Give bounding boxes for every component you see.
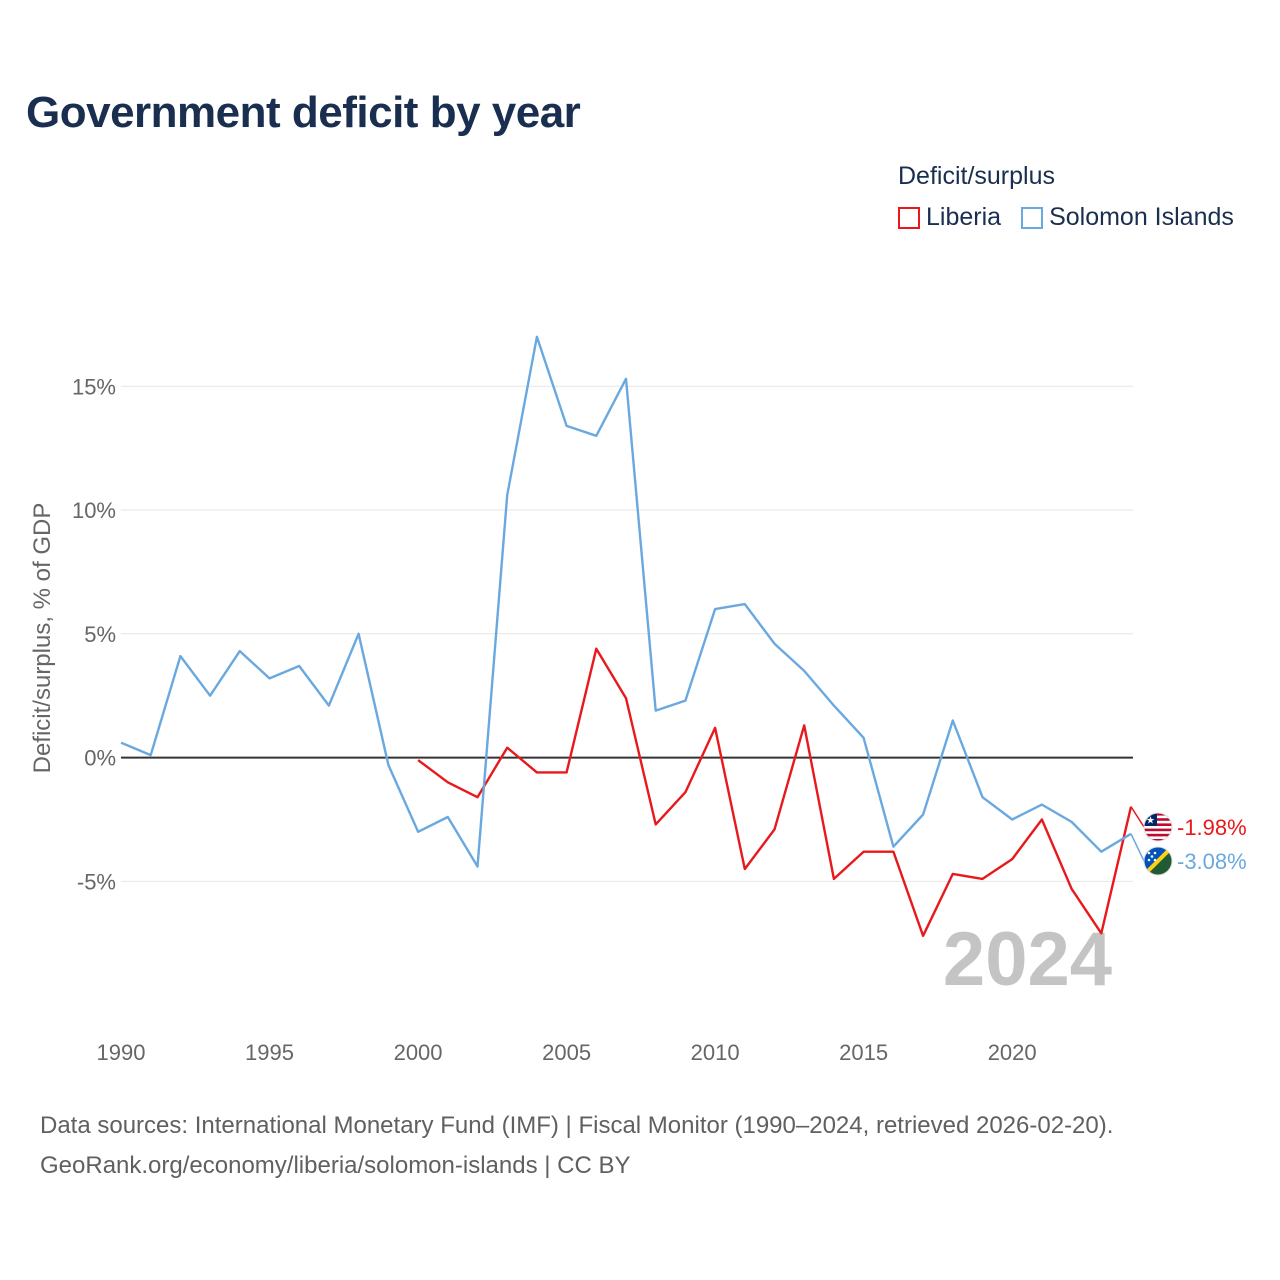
x-tick-label: 2015 [839, 1040, 888, 1065]
x-tick-label: 2005 [542, 1040, 591, 1065]
y-tick-label: 5% [84, 622, 116, 647]
year-watermark-label: 2024 [943, 917, 1112, 1002]
legend-label-solomon-islands: Solomon Islands [1049, 203, 1234, 231]
y-tick-label: 0% [84, 746, 116, 771]
svg-text:★: ★ [1146, 816, 1155, 827]
legend-swatch-solomon-islands [1021, 206, 1044, 229]
series-line-solomon-islands [120, 335, 1132, 868]
y-tick-label: 10% [72, 498, 116, 523]
end-connector [1130, 806, 1145, 828]
chart-title: Government deficit by year [26, 88, 581, 137]
footer: Data sources: International Monetary Fun… [40, 1106, 1113, 1186]
source-url[interactable]: GeoRank.org/economy/liberia/solomon-isla… [40, 1152, 631, 1179]
series-line-liberia [417, 647, 1133, 937]
data-sources-note: Data sources: International Monetary Fun… [40, 1112, 1114, 1139]
x-tick-label: 2020 [988, 1040, 1037, 1065]
x-tick-label: 1990 [97, 1040, 146, 1065]
end-value-label: -3.08% [1177, 849, 1247, 874]
y-tick-label: -5% [77, 869, 116, 894]
legend-title: Deficit/surplus [898, 162, 1055, 190]
end-connector [1130, 833, 1145, 862]
line-chart: 2024 -1.98% -3.08% -5% 0% 5% 10% 15% 1990 1995 2… [29, 335, 1247, 1065]
liberia-flag-icon: ★ [1144, 813, 1172, 841]
legend-swatch-liberia [898, 206, 920, 229]
end-value-label: -1.98% [1177, 815, 1247, 840]
y-tick-label: 15% [72, 374, 116, 399]
legend: Deficit/surplus Liberia Solomon Islands [898, 162, 1234, 232]
x-tick-label: 1995 [245, 1040, 294, 1065]
x-tick-label: 2000 [394, 1040, 443, 1065]
legend-label-liberia: Liberia [926, 203, 1002, 231]
legend-item-liberia[interactable]: Liberia [898, 203, 1001, 232]
y-axis-label: Deficit/surplus, % of GDP [29, 503, 56, 774]
solomon-islands-flag-icon [1144, 847, 1172, 875]
x-tick-label: 2010 [691, 1040, 740, 1065]
legend-item-solomon-islands[interactable]: Solomon Islands [1021, 203, 1234, 232]
